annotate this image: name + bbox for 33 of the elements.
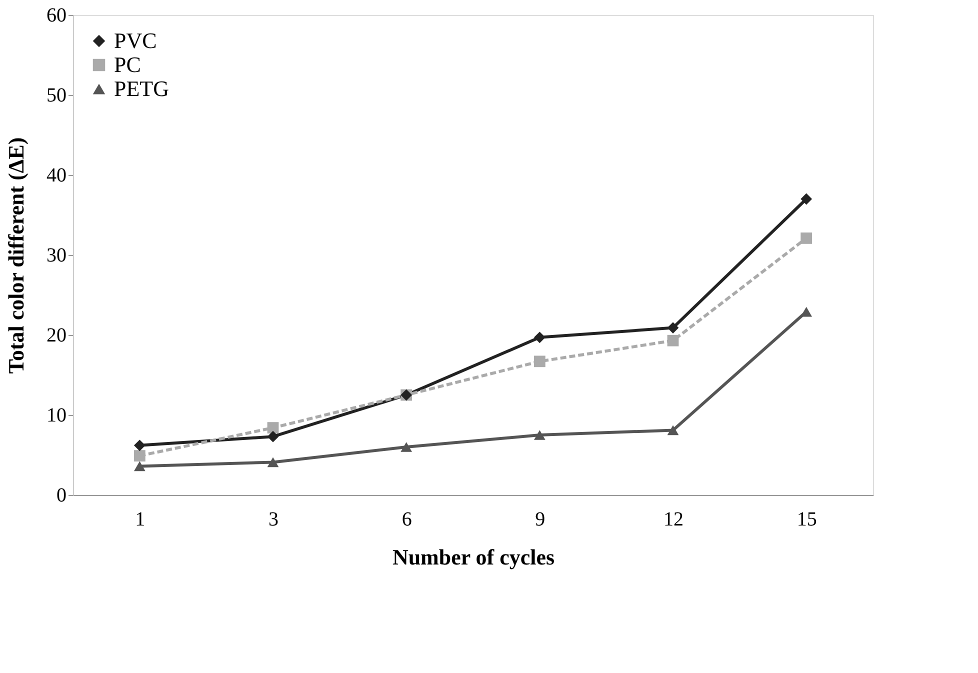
y-tick-label: 0	[56, 484, 66, 506]
x-axis-title: Number of cycles	[392, 544, 555, 570]
legend-label: PC	[114, 52, 141, 77]
point	[134, 461, 146, 472]
x-tick-label: 15	[796, 508, 817, 530]
y-tick-label: 10	[46, 404, 66, 426]
legend-label: PETG	[114, 76, 170, 101]
x-tick-label: 6	[402, 508, 412, 530]
point	[267, 422, 279, 434]
y-tick-label: 30	[46, 244, 66, 266]
x-tick-label: 3	[268, 508, 278, 530]
x-tick-label: 1	[135, 508, 146, 530]
point	[267, 430, 279, 442]
point	[534, 332, 546, 344]
y-axis-title: Total color different (ΔE)	[4, 137, 28, 374]
y-tick-label: 60	[46, 4, 66, 26]
point	[134, 450, 146, 462]
x-tick-label: 9	[535, 508, 546, 530]
legend-label: PVC	[114, 28, 157, 53]
point	[134, 440, 146, 452]
point	[534, 356, 546, 368]
point	[800, 232, 812, 244]
point	[400, 442, 412, 452]
y-tick-label: 50	[46, 84, 66, 106]
point	[800, 193, 812, 205]
point	[267, 457, 279, 468]
y-tick-label: 20	[46, 324, 66, 346]
point	[667, 425, 679, 436]
point	[667, 322, 679, 334]
x-tick-label: 12	[664, 508, 684, 530]
point	[667, 334, 679, 346]
y-tick-label: 40	[46, 164, 66, 186]
point	[534, 430, 546, 440]
